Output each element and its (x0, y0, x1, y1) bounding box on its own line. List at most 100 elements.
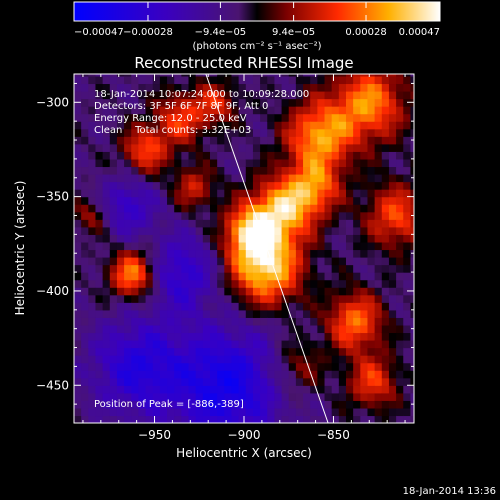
heatmap-cell (159, 241, 168, 251)
heatmap-cell (152, 317, 161, 326)
heatmap-cell (152, 151, 161, 160)
heatmap-cell (81, 241, 89, 251)
heatmap-cell (131, 256, 140, 266)
heatmap-cell (310, 249, 318, 258)
heatmap-cell (317, 415, 326, 423)
heatmap-cell (210, 272, 218, 281)
heatmap-cell (360, 75, 369, 85)
heatmap-cell (260, 302, 268, 311)
heatmap-cell (338, 166, 347, 175)
y-axis-label: Heliocentric Y (arcsec) (13, 181, 27, 316)
heatmap-cell (124, 324, 132, 334)
heatmap-cell (138, 173, 147, 183)
heatmap-cell (217, 309, 225, 318)
heatmap-cell (338, 294, 347, 303)
heatmap-cell (102, 173, 111, 183)
heatmap-cell (116, 196, 125, 205)
heatmap-cell (260, 347, 268, 356)
heatmap-cell (252, 407, 261, 417)
heatmap-cell (388, 256, 397, 266)
heatmap-cell (388, 287, 397, 296)
heatmap-cell (238, 226, 247, 235)
heatmap-cell (210, 113, 218, 122)
heatmap-cell (353, 90, 361, 100)
heatmap-cell (267, 279, 276, 288)
heatmap-cell (331, 339, 340, 349)
heatmap-cell (410, 272, 414, 281)
heatmap-cell (88, 355, 97, 364)
heatmap-cell (281, 234, 290, 243)
heatmap-cell (267, 264, 276, 273)
heatmap-cell (310, 211, 318, 220)
heatmap-cell (231, 143, 240, 152)
heatmap-cell (303, 219, 311, 228)
heatmap-cell (202, 98, 211, 107)
heatmap-cell (303, 377, 311, 386)
heatmap-cell (274, 302, 283, 311)
heatmap-cell (267, 392, 276, 401)
heatmap-cell (245, 339, 254, 349)
heatmap-cell (202, 113, 211, 122)
heatmap-cell (238, 309, 247, 318)
heatmap-cell (324, 279, 333, 288)
heatmap-cell (295, 173, 304, 183)
heatmap-cell (274, 143, 283, 152)
heatmap-cell (317, 332, 326, 341)
heatmap-cell (174, 400, 182, 409)
heatmap-cell (331, 113, 340, 122)
heatmap-cell (152, 324, 161, 334)
heatmap-cell (145, 249, 154, 258)
heatmap-cell (74, 74, 82, 77)
heatmap-cell (317, 385, 326, 394)
heatmap-cell (188, 370, 197, 379)
heatmap-cell (231, 407, 240, 417)
peak-position-label: Position of Peak = [-886,-389] (94, 399, 244, 410)
heatmap-cell (381, 294, 390, 303)
heatmap-cell (353, 415, 361, 423)
heatmap-cell (331, 347, 340, 356)
heatmap-cell (295, 400, 304, 409)
heatmap-cell (381, 377, 390, 386)
y-tick-label: −400 (36, 284, 69, 298)
heatmap-cell (295, 158, 304, 168)
heatmap-cell (267, 189, 276, 198)
heatmap-cell (374, 74, 383, 77)
heatmap-cell (167, 226, 175, 235)
heatmap-cell (303, 226, 311, 235)
heatmap-cell (202, 272, 211, 281)
heatmap-cell (131, 151, 140, 160)
heatmap-cell (238, 272, 247, 281)
heatmap-cell (346, 249, 354, 258)
heatmap-cell (124, 362, 132, 371)
heatmap-cell (267, 347, 276, 356)
heatmap-cell (367, 90, 376, 100)
heatmap-cell (331, 370, 340, 379)
heatmap-cell (124, 219, 132, 228)
heatmap-cell (116, 83, 125, 92)
heatmap-cell (317, 204, 326, 213)
heatmap-cell (245, 392, 254, 401)
heatmap-cell (403, 392, 412, 401)
heatmap-cell (260, 339, 268, 349)
heatmap-cell (174, 407, 182, 417)
heatmap-cell (388, 385, 397, 394)
heatmap-cell (224, 362, 233, 371)
heatmap-cell (274, 83, 283, 92)
heatmap-cell (238, 234, 247, 243)
heatmap-cell (388, 189, 397, 198)
heatmap-cell (360, 324, 369, 334)
heatmap-cell (317, 181, 326, 190)
heatmap-cell (367, 211, 376, 220)
heatmap-cell (353, 362, 361, 371)
heatmap-cell (152, 166, 161, 175)
heatmap-cell (210, 317, 218, 326)
heatmap-cell (81, 181, 89, 190)
heatmap-cell (202, 226, 211, 235)
heatmap-cell (324, 324, 333, 334)
heatmap-cell (159, 211, 168, 220)
heatmap-cell (346, 332, 354, 341)
heatmap-cell (310, 98, 318, 107)
heatmap-cell (195, 317, 204, 326)
heatmap-cell (353, 377, 361, 386)
heatmap-cell (331, 256, 340, 266)
